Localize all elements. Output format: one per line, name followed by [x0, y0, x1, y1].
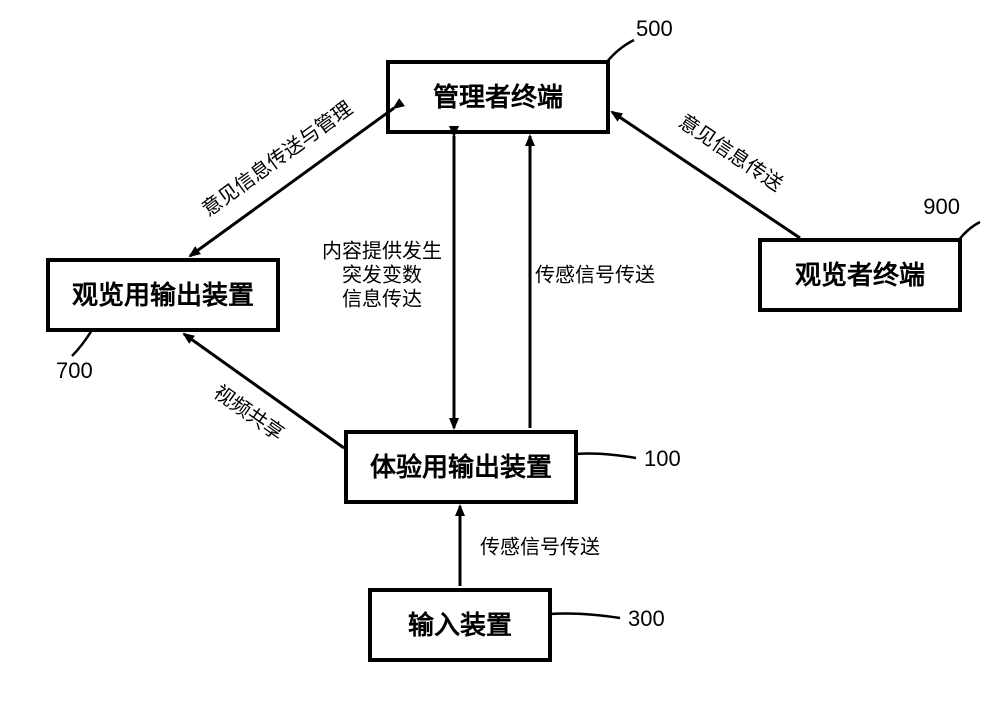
edge-manager-viewerout [190, 108, 394, 256]
node-viewer-terminal-label: 观览者终端 [795, 260, 925, 290]
edge-viewerterm-manager-label: 意见信息传送 [675, 110, 787, 196]
callout-300: 300 [628, 606, 665, 631]
callout-700-line [72, 330, 92, 356]
callout-900-line [958, 222, 980, 241]
edge-manager-expout-left-label-2: 突发变数 [342, 263, 422, 286]
callout-900: 900 [923, 194, 960, 219]
callout-500-line [606, 40, 634, 63]
edge-input-expout-label: 传感信号传送 [480, 535, 600, 558]
callout-300-line [550, 614, 620, 619]
callout-100: 100 [644, 446, 681, 471]
node-viewer-output-label: 观览用输出装置 [72, 280, 254, 310]
node-manager-label: 管理者终端 [433, 82, 563, 112]
callout-500: 500 [636, 16, 673, 41]
callout-100-line [576, 454, 636, 459]
edge-expout-manager-right-label: 传感信号传送 [535, 263, 655, 286]
edge-manager-viewerout-label: 意见信息传送与管理 [198, 97, 357, 221]
edge-manager-expout-left-label-1: 内容提供发生 [322, 239, 442, 262]
callout-700: 700 [56, 358, 93, 383]
node-experience-output-label: 体验用输出装置 [370, 452, 552, 482]
node-input-device-label: 输入装置 [408, 610, 512, 640]
edge-expout-viewerout-label: 视频共享 [209, 381, 288, 446]
edge-manager-expout-left-label-3: 信息传达 [342, 287, 422, 310]
